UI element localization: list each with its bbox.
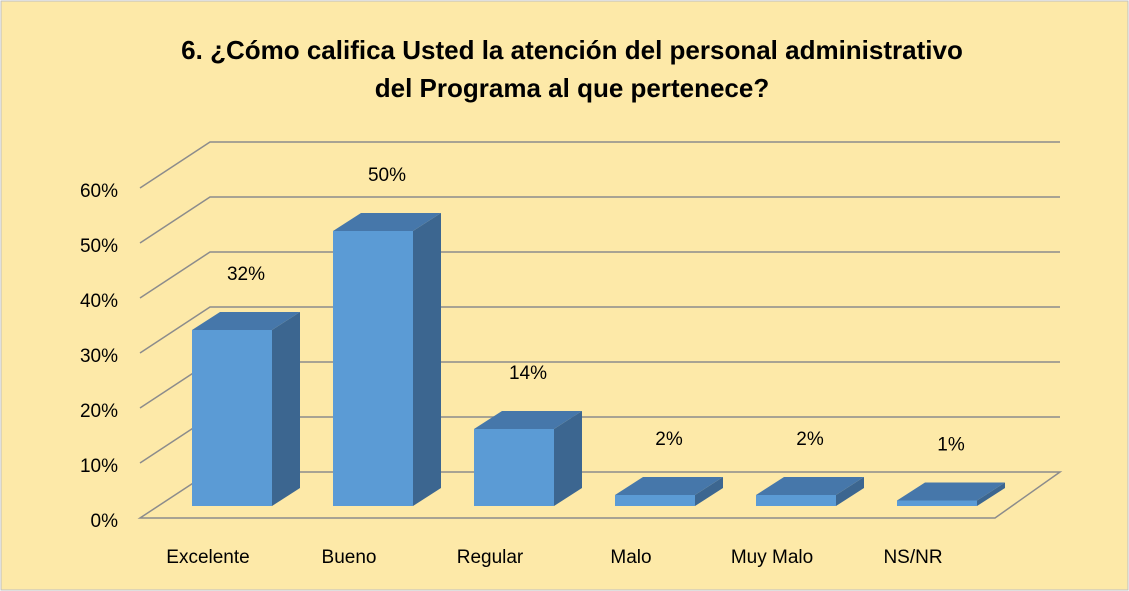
grid-line [139, 141, 1060, 189]
bar-top [756, 477, 864, 495]
grid-line [139, 196, 1060, 244]
bar-top [192, 312, 300, 330]
y-tick-label: 50% [80, 236, 118, 257]
bar-front [615, 495, 695, 506]
bar-top [333, 213, 441, 231]
bar-side [695, 477, 723, 506]
y-tick-label: 20% [80, 401, 118, 422]
bar-side [272, 312, 300, 506]
x-tick-label: Excelente [166, 547, 249, 568]
data-label: 50% [368, 165, 406, 186]
bar-top [615, 477, 723, 495]
bar [333, 213, 441, 506]
grid-line [139, 306, 1060, 354]
x-tick-label: NS/NR [883, 547, 942, 568]
bar-top [897, 482, 1005, 501]
bar-front [897, 500, 977, 506]
bar-side [977, 482, 1005, 506]
y-tick-label: 10% [80, 456, 118, 477]
bar [615, 477, 723, 506]
data-label: 2% [655, 429, 683, 450]
y-tick-label: 60% [80, 181, 118, 202]
bar-top [474, 411, 582, 429]
bar-side [413, 213, 441, 506]
x-tick-label: Regular [457, 547, 524, 568]
chart-title: del Programa al que pertenece? [375, 73, 769, 103]
bar-side [554, 411, 582, 506]
bar-front [756, 495, 836, 506]
bar [756, 477, 864, 506]
x-tick-label: Muy Malo [731, 547, 813, 568]
bar [474, 411, 582, 506]
bar-side [836, 477, 864, 506]
bar-front [474, 429, 554, 506]
chart-title: 6. ¿Cómo califica Usted la atención del … [181, 35, 963, 65]
floor [137, 471, 1063, 519]
data-label: 2% [796, 429, 824, 450]
y-tick-label: 0% [91, 511, 119, 532]
bar-front [333, 231, 413, 506]
x-tick-label: Bueno [322, 547, 377, 568]
y-tick-label: 30% [80, 346, 118, 367]
data-label: 1% [937, 435, 965, 456]
data-label: 32% [227, 264, 265, 285]
data-label: 14% [509, 363, 547, 384]
bar [897, 482, 1005, 506]
bar-front [192, 330, 272, 506]
y-tick-label: 40% [80, 291, 118, 312]
bar [192, 312, 300, 506]
x-tick-label: Malo [610, 547, 651, 568]
grid-line [139, 251, 1060, 299]
